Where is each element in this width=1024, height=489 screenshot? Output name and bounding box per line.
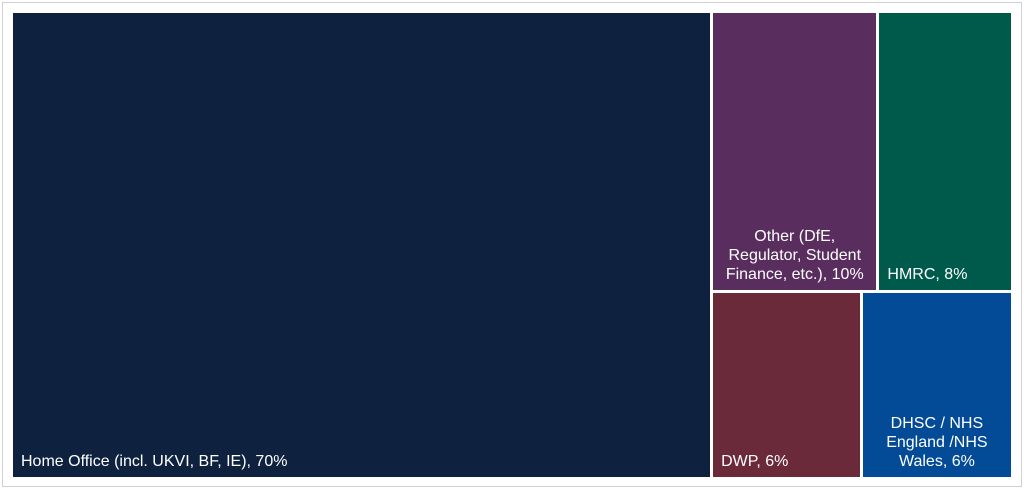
treemap: Home Office (incl. UKVI, BF, IE), 70% Oth… [13,13,1011,477]
tile: Home Office (incl. UKVI, BF, IE), 70% [13,13,711,477]
tile-label: Other (DfE, Regulator, Student Finance, … [725,227,864,283]
tile: HMRC, 8% [879,13,1011,290]
tile-label: HMRC, 8% [887,265,968,283]
tile: DHSC / NHS England /NHS Wales, 6% [862,292,1011,477]
tile: DWP, 6% [713,292,860,477]
tile-label: Home Office (incl. UKVI, BF, IE), 70% [21,453,288,470]
tile: Other (DfE, Regulator, Student Finance, … [713,13,877,290]
tile-label: DWP, 6% [721,452,789,470]
tile-label: DHSC / NHS England /NHS Wales, 6% [886,414,988,470]
